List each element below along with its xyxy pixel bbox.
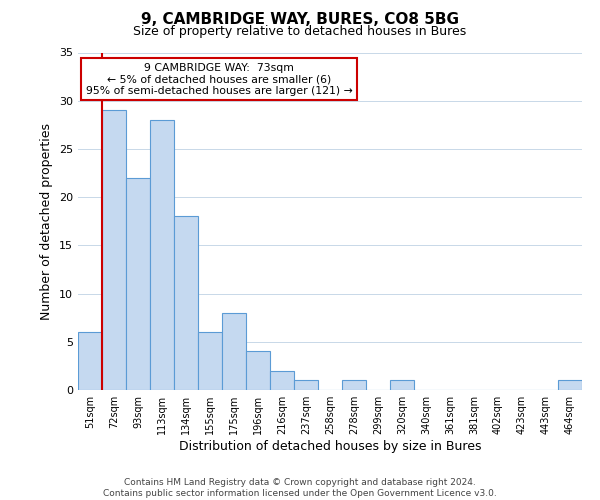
Bar xyxy=(102,110,126,390)
Bar xyxy=(270,370,294,390)
Bar xyxy=(390,380,414,390)
Text: 9 CAMBRIDGE WAY:  73sqm
← 5% of detached houses are smaller (6)
95% of semi-deta: 9 CAMBRIDGE WAY: 73sqm ← 5% of detached … xyxy=(86,62,352,96)
Bar xyxy=(246,352,270,390)
Bar xyxy=(222,313,246,390)
Bar xyxy=(294,380,318,390)
Bar xyxy=(150,120,174,390)
Bar xyxy=(342,380,366,390)
Text: 9, CAMBRIDGE WAY, BURES, CO8 5BG: 9, CAMBRIDGE WAY, BURES, CO8 5BG xyxy=(141,12,459,28)
Bar xyxy=(198,332,222,390)
Text: Size of property relative to detached houses in Bures: Size of property relative to detached ho… xyxy=(133,25,467,38)
Text: Contains HM Land Registry data © Crown copyright and database right 2024.
Contai: Contains HM Land Registry data © Crown c… xyxy=(103,478,497,498)
Bar xyxy=(558,380,582,390)
Y-axis label: Number of detached properties: Number of detached properties xyxy=(40,122,53,320)
Bar xyxy=(126,178,150,390)
Bar xyxy=(174,216,198,390)
X-axis label: Distribution of detached houses by size in Bures: Distribution of detached houses by size … xyxy=(179,440,481,453)
Bar xyxy=(78,332,102,390)
